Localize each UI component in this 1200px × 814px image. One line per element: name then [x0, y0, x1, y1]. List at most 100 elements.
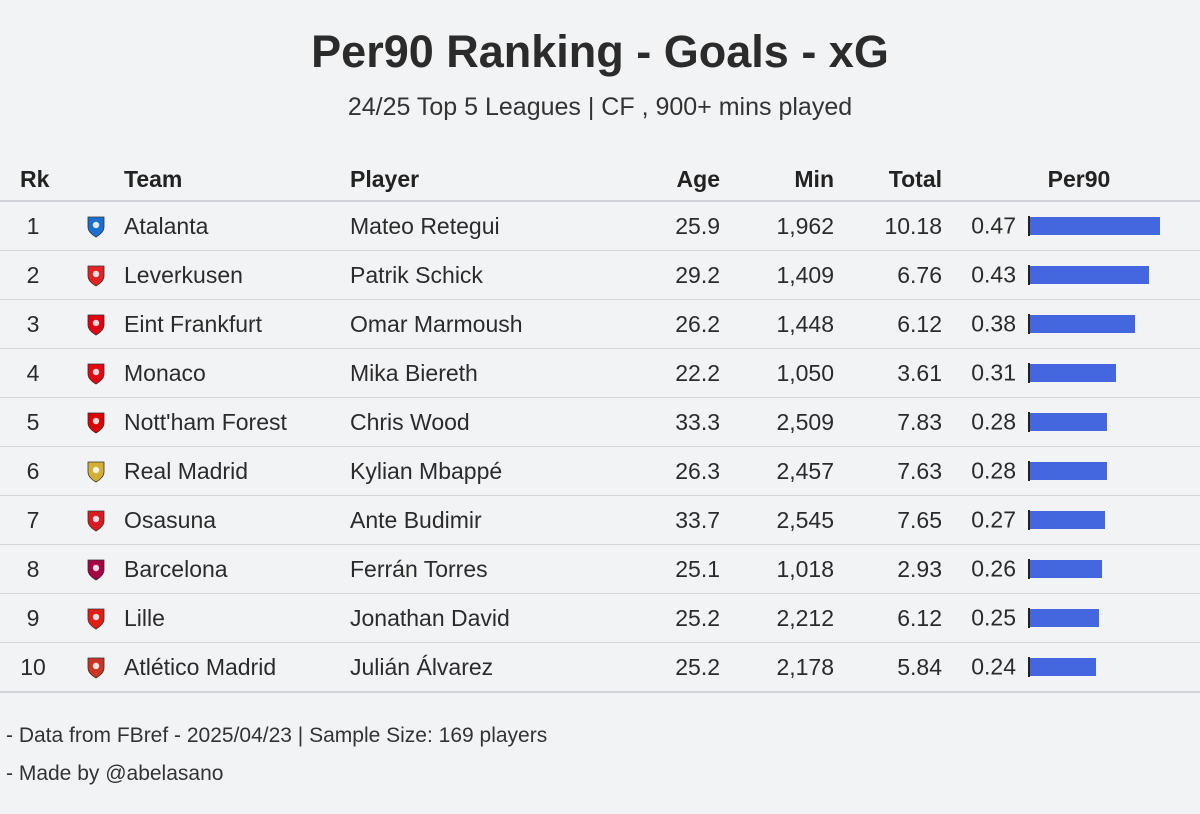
rank-cell: 9 — [0, 593, 72, 643]
header-player: Player — [346, 159, 626, 202]
rank-cell: 2 — [0, 250, 72, 300]
rank-cell: 10 — [0, 642, 72, 693]
total-cell: 3.61 — [850, 348, 958, 398]
atalanta-crest-icon — [87, 217, 105, 238]
header-age: Age — [626, 159, 736, 202]
age-cell: 25.1 — [626, 544, 736, 594]
minutes-cell: 2,212 — [736, 593, 850, 643]
table-row: 2 Leverkusen Patrik Schick 29.2 1,409 6.76 0.4… — [0, 250, 1200, 300]
minutes-cell: 1,409 — [736, 250, 850, 300]
chart-subtitle: 24/25 Top 5 Leagues | CF , 900+ mins pla… — [347, 93, 853, 121]
minutes-cell: 1,018 — [736, 544, 850, 594]
team-cell: Eint Frankfurt — [120, 299, 346, 349]
per90-bar-axis — [1028, 363, 1030, 383]
per90-cell: 0.24 — [958, 642, 1200, 693]
per90-cell: 0.38 — [958, 299, 1200, 349]
total-cell: 6.12 — [850, 299, 958, 349]
player-cell: Mateo Retegui — [346, 201, 626, 251]
rank-cell: 7 — [0, 495, 72, 545]
total-cell: 6.76 — [850, 250, 958, 300]
team-crest-cell — [72, 299, 120, 349]
table-row: 8 Barcelona Ferrán Torres 25.1 1,018 2.93 0.26 — [0, 544, 1200, 594]
per90-bar-track — [1028, 461, 1162, 481]
age-cell: 26.3 — [626, 446, 736, 496]
rank-cell: 1 — [0, 201, 72, 251]
lille-crest-icon — [87, 609, 105, 630]
per90-cell: 0.26 — [958, 544, 1200, 594]
table-row: 4 Monaco Mika Biereth 22.2 1,050 3.61 0.31 — [0, 348, 1200, 398]
team-cell: Monaco — [120, 348, 346, 398]
osasuna-crest-icon — [87, 511, 105, 532]
player-cell: Mika Biereth — [346, 348, 626, 398]
per90-value: 0.47 — [971, 212, 1016, 239]
team-cell: Barcelona — [120, 544, 346, 594]
per90-bar-track — [1028, 412, 1162, 432]
player-cell: Ferrán Torres — [346, 544, 626, 594]
per90-bar — [1030, 560, 1102, 578]
total-cell: 7.83 — [850, 397, 958, 447]
table-row: 9 Lille Jonathan David 25.2 2,212 6.12 0.25 — [0, 593, 1200, 643]
per90-bar — [1030, 315, 1135, 333]
team-cell: Leverkusen — [120, 250, 346, 300]
per90-value: 0.43 — [971, 261, 1016, 288]
total-cell: 7.63 — [850, 446, 958, 496]
minutes-cell: 1,448 — [736, 299, 850, 349]
minutes-cell: 1,050 — [736, 348, 850, 398]
per90-bar-axis — [1028, 461, 1030, 481]
player-cell: Ante Budimir — [346, 495, 626, 545]
rank-cell: 8 — [0, 544, 72, 594]
per90-value: 0.28 — [971, 457, 1016, 484]
table-row: 3 Eint Frankfurt Omar Marmoush 26.2 1,448 6.1… — [0, 299, 1200, 349]
per90-bar-axis — [1028, 657, 1030, 677]
team-cell: Real Madrid — [120, 446, 346, 496]
total-cell: 10.18 — [850, 201, 958, 251]
forest-crest-icon — [87, 413, 105, 434]
barcelona-crest-icon — [87, 560, 105, 581]
per90-cell: 0.28 — [958, 397, 1200, 447]
per90-value: 0.27 — [971, 506, 1016, 533]
age-cell: 29.2 — [626, 250, 736, 300]
table-row: 5 Nott'ham Forest Chris Wood 33.3 2,509 7.83 0… — [0, 397, 1200, 447]
player-cell: Jonathan David — [346, 593, 626, 643]
table-row: 10 Atlético Madrid Julián Álvarez 25.2 2,178… — [0, 642, 1200, 693]
footer-source: - Data from FBref - 2025/04/23 | Sample … — [6, 724, 548, 747]
total-cell: 6.12 — [850, 593, 958, 643]
per90-value: 0.26 — [971, 555, 1016, 582]
leverkusen-crest-icon — [87, 266, 105, 287]
atletico-crest-icon — [87, 658, 105, 679]
age-cell: 33.3 — [626, 397, 736, 447]
player-cell: Julián Álvarez — [346, 642, 626, 693]
team-crest-cell — [72, 201, 120, 251]
age-cell: 22.2 — [626, 348, 736, 398]
header-min: Min — [736, 159, 850, 202]
per90-bar-track — [1028, 265, 1162, 285]
minutes-cell: 2,457 — [736, 446, 850, 496]
monaco-crest-icon — [87, 364, 105, 385]
per90-bar-track — [1028, 363, 1162, 383]
team-crest-cell — [72, 348, 120, 398]
per90-bar-track — [1028, 216, 1162, 236]
per90-bar-track — [1028, 314, 1162, 334]
team-crest-cell — [72, 642, 120, 693]
minutes-cell: 1,962 — [736, 201, 850, 251]
per90-cell: 0.43 — [958, 250, 1200, 300]
per90-bar — [1030, 364, 1116, 382]
per90-value: 0.31 — [971, 359, 1016, 386]
per90-bar-axis — [1028, 216, 1030, 236]
team-cell: Atlético Madrid — [120, 642, 346, 693]
player-cell: Patrik Schick — [346, 250, 626, 300]
rank-cell: 4 — [0, 348, 72, 398]
per90-bar-axis — [1028, 608, 1030, 628]
per90-cell: 0.27 — [958, 495, 1200, 545]
header-team: Team — [120, 159, 346, 202]
team-crest-cell — [72, 593, 120, 643]
team-cell: Lille — [120, 593, 346, 643]
total-cell: 5.84 — [850, 642, 958, 693]
player-cell: Chris Wood — [346, 397, 626, 447]
per90-value: 0.28 — [971, 408, 1016, 435]
team-crest-cell — [72, 446, 120, 496]
header-total: Total — [850, 159, 958, 202]
rank-cell: 3 — [0, 299, 72, 349]
age-cell: 26.2 — [626, 299, 736, 349]
per90-bar — [1030, 511, 1105, 529]
